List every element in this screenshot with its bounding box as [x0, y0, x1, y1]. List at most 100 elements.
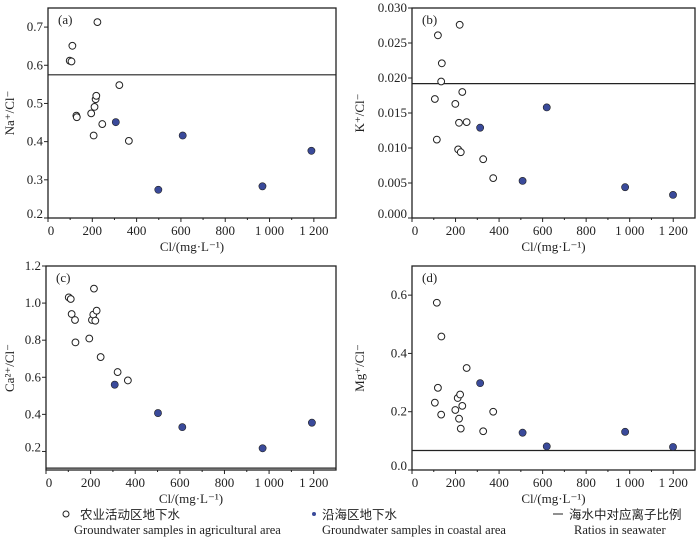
coastal-point	[669, 443, 677, 451]
y-tick-label: 0.020	[378, 70, 407, 85]
plot-frame	[411, 7, 696, 219]
agricultural-point	[437, 410, 446, 419]
agricultural-point	[66, 295, 75, 303]
coastal-point	[518, 428, 527, 437]
coastal-point	[111, 118, 120, 127]
coastal-point	[110, 380, 119, 389]
agricultural-point	[455, 20, 464, 29]
coastal-point	[518, 176, 527, 185]
plot-frame	[45, 265, 337, 471]
x-tick-label: 800	[215, 223, 235, 238]
agricultural-point	[71, 338, 80, 347]
x-tick-label: 0	[412, 475, 419, 490]
filled-circle-marker-icon	[312, 512, 316, 516]
agricultural-point	[430, 398, 439, 407]
y-tick-label: 1.2	[25, 258, 41, 273]
x-tick-label: 800	[215, 475, 235, 490]
agricultural-point	[91, 316, 100, 325]
legend-en: Groundwater samples in agricultural area	[74, 523, 281, 537]
y-tick-label: 0.2	[25, 439, 41, 454]
panel-a: 0 200 400 600 800 1 000 1 200 0.2 0.3 0.4 0.5 0.6 0.…	[2, 7, 337, 254]
agricultural-point	[113, 368, 122, 376]
y-tick-label: 0.6	[391, 287, 408, 302]
x-tick-label: 200	[81, 475, 101, 490]
x-tick-label: 0	[48, 223, 55, 238]
agricultural-point	[458, 401, 467, 410]
y-axis-title: Ca²⁺/Cl⁻	[2, 344, 17, 392]
y-tick-label: 0.6	[27, 57, 44, 72]
x-tick-label: 200	[83, 223, 103, 238]
y-tick-label: 0.3	[27, 172, 43, 187]
y-tick-label: 0.010	[378, 140, 407, 155]
x-tick-label: 600	[170, 475, 190, 490]
agricultural-point	[434, 31, 442, 40]
legend-en: Groundwater samples in coastal area	[322, 523, 506, 537]
agricultural-point	[479, 427, 488, 436]
x-tick-label: 400	[125, 475, 145, 490]
y-tick-label: 0.5	[27, 95, 43, 110]
agricultural-point	[124, 136, 133, 145]
coastal-point	[621, 183, 630, 192]
panel-label: (b)	[422, 12, 437, 27]
y-tick-label: 0.8	[25, 332, 41, 347]
x-axis-title: Cl/(mg·L⁻¹)	[521, 239, 585, 254]
agricultural-point	[67, 310, 76, 318]
y-tick-label: 0.030	[378, 0, 407, 15]
legend-zh: 沿海区地下水	[322, 507, 398, 522]
x-tick-label: 600	[533, 223, 553, 238]
x-tick-label: 1 200	[299, 475, 328, 490]
y-tick-label: 0.4	[25, 406, 42, 421]
y-tick-label: 0.025	[378, 35, 407, 50]
panel-b: 0 200 400 600 800 1 000 1 200 0.000 0.005 0.010 0.…	[352, 0, 696, 254]
y-tick-label: 0.015	[378, 105, 407, 120]
coastal-point	[621, 427, 630, 436]
coastal-point	[307, 146, 316, 155]
coastal-point	[476, 123, 485, 132]
agricultural-point	[437, 77, 446, 86]
agricultural-point	[462, 364, 471, 372]
agricultural-point	[458, 88, 467, 96]
agricultural-point	[85, 334, 94, 343]
agricultural-point	[434, 383, 442, 392]
agricultural-point	[451, 406, 460, 414]
y-tick-label: 0.2	[391, 404, 407, 419]
y-axis-title: Mg⁺/Cl⁻	[352, 344, 367, 392]
x-tick-label: 400	[127, 223, 147, 238]
agricultural-point	[455, 414, 463, 423]
agricultural-point	[98, 120, 107, 128]
agricultural-point	[87, 109, 96, 118]
open-circle-marker-icon	[62, 510, 70, 518]
coastal-point	[178, 423, 187, 432]
agricultural-point	[90, 284, 98, 293]
legend-item-agricultural: 农业活动区地下水 Groundwater samples in agricult…	[62, 508, 281, 537]
coastal-point	[308, 418, 316, 427]
y-axis-title: K⁺/Cl⁻	[352, 93, 367, 132]
panel-c: 0 200 400 600 800 1 000 1 200 0.2 0.4 0.6 0.8 1.0 1.…	[2, 258, 337, 506]
agricultural-point	[93, 18, 102, 27]
agricultural-point	[92, 91, 101, 100]
x-tick-label: 1 000	[254, 475, 283, 490]
y-tick-label: 0.2	[27, 206, 43, 221]
agricultural-point	[456, 424, 465, 433]
agricultural-point	[71, 316, 79, 324]
coastal-point	[178, 131, 187, 140]
agricultural-point	[123, 376, 132, 385]
agricultural-point	[489, 407, 498, 416]
agricultural-point	[72, 113, 81, 122]
x-tick-label: 400	[489, 475, 509, 490]
legend-zh: 农业活动区地下水	[80, 508, 181, 522]
y-tick-label: 0.6	[25, 369, 42, 384]
coastal-point	[476, 379, 485, 388]
x-tick-label: 200	[446, 223, 466, 238]
x-axis-title: Cl/(mg·L⁻¹)	[521, 491, 585, 506]
agricultural-point	[68, 41, 77, 50]
panel-label: (d)	[422, 270, 437, 285]
y-tick-label: 0.0	[391, 458, 407, 473]
y-tick-label: 1.0	[25, 295, 41, 310]
legend: 农业活动区地下水 Groundwater samples in agricult…	[62, 507, 682, 537]
coastal-point	[154, 409, 162, 417]
agricultural-point	[437, 59, 446, 68]
x-tick-label: 1 000	[255, 223, 284, 238]
agricultural-point	[90, 102, 99, 111]
